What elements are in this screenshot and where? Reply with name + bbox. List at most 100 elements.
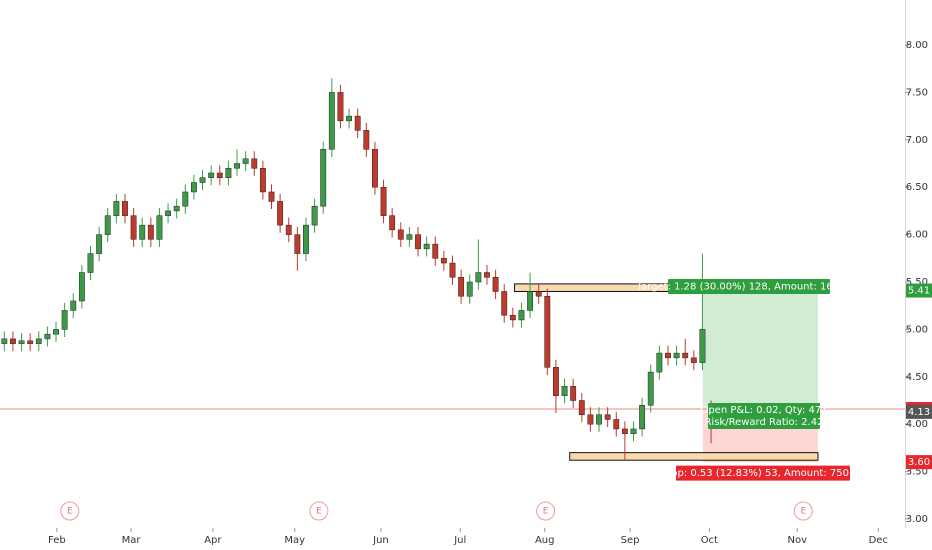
candle-body xyxy=(699,329,706,363)
candle-body xyxy=(61,310,68,330)
candle-body xyxy=(337,92,344,122)
x-tick-label: Aug xyxy=(535,535,555,546)
y-tick-label: 7.00 xyxy=(906,135,928,146)
candle-body xyxy=(130,215,137,240)
candle-body xyxy=(544,295,551,368)
candle-body xyxy=(259,168,266,193)
y-tick-label: 3.00 xyxy=(906,514,928,525)
candle-body xyxy=(466,281,473,297)
pnl-box xyxy=(708,403,820,430)
candle-body xyxy=(492,277,499,292)
candle-body xyxy=(285,224,292,235)
ratio-label: Risk/Reward Ratio: 2.42 xyxy=(704,417,823,428)
y-tick-label: 5.00 xyxy=(906,324,928,335)
candle-body xyxy=(630,428,637,434)
target-label: Target: 1.28 (30.00%) 128, Amount: 1602.… xyxy=(636,282,862,293)
candle-body xyxy=(553,367,559,397)
candle-body xyxy=(311,205,318,226)
earnings-label: E xyxy=(316,507,322,517)
candle-body xyxy=(397,229,404,240)
candle-body xyxy=(320,149,327,207)
candle-body xyxy=(423,243,430,250)
last-price-tag-box xyxy=(906,404,932,419)
candle-body xyxy=(354,115,361,131)
earnings-label: E xyxy=(543,507,549,517)
x-tick-label: May xyxy=(284,535,305,546)
candle-body xyxy=(1,338,8,344)
candle-body xyxy=(656,352,663,373)
candle-body xyxy=(242,158,249,164)
y-tick-label: 8.00 xyxy=(906,40,928,51)
candle-body xyxy=(690,357,697,363)
candle-body xyxy=(440,258,447,264)
candle-body xyxy=(389,215,396,231)
candle-body xyxy=(70,300,77,311)
candle-body xyxy=(578,400,585,415)
candle-body xyxy=(484,272,490,278)
candle-body xyxy=(527,291,533,311)
candle-body xyxy=(596,414,602,425)
candle-body xyxy=(363,130,370,150)
candle-body xyxy=(96,234,103,254)
candle-body xyxy=(613,419,620,430)
candle-body xyxy=(501,291,508,316)
candle-body xyxy=(35,338,42,344)
stop-label-box xyxy=(676,465,850,481)
earnings-label: E xyxy=(800,507,806,517)
candle-body xyxy=(173,205,180,212)
candle-body xyxy=(104,215,111,235)
candle-body xyxy=(225,168,232,178)
x-tick-label: Jun xyxy=(372,535,389,546)
candle-body xyxy=(208,172,215,178)
candle-body xyxy=(328,92,335,150)
candle-body xyxy=(647,371,654,406)
stop-price-tag: 3.60 xyxy=(908,457,930,468)
x-tick-label: Jul xyxy=(453,535,466,546)
candle-body xyxy=(234,163,240,169)
candle-body xyxy=(165,210,171,216)
stop-price-tag-box xyxy=(906,455,932,470)
x-tick-label: Apr xyxy=(204,535,222,546)
candle-body xyxy=(432,243,439,259)
last-price-tag: 4.13 xyxy=(908,407,930,418)
y-tick-label: 6.00 xyxy=(906,230,928,241)
candle-body xyxy=(199,177,206,183)
y-tick-label: 3.50 xyxy=(906,467,928,478)
target-price-tag: 5.41 xyxy=(908,286,930,297)
candle-body xyxy=(570,386,577,401)
candle-body xyxy=(78,272,85,302)
x-tick-label: Mar xyxy=(122,535,142,546)
candle-body xyxy=(44,333,51,340)
candle-body xyxy=(18,340,25,344)
candle-body xyxy=(156,215,163,240)
candle-body xyxy=(182,191,189,207)
zone-box xyxy=(569,452,819,461)
candle-body xyxy=(277,201,284,226)
x-tick-label: Feb xyxy=(48,535,66,546)
candle-body xyxy=(303,224,309,254)
candle-body xyxy=(535,291,542,297)
candle-body xyxy=(682,352,689,359)
candle-body xyxy=(372,149,378,188)
candle-body xyxy=(122,201,128,216)
candle-body xyxy=(147,224,154,240)
candle-body xyxy=(139,224,146,240)
profit-area xyxy=(702,290,818,410)
earnings-marker xyxy=(793,501,813,521)
candle-body xyxy=(509,314,516,321)
candle-body xyxy=(27,340,34,344)
y-tick-label: 7.50 xyxy=(906,87,928,98)
candle-body xyxy=(113,201,120,216)
candle-body xyxy=(673,352,680,359)
candle-body xyxy=(251,158,258,169)
x-tick-label: Nov xyxy=(787,535,807,546)
y-tick-label: 5.50 xyxy=(906,277,928,288)
candle-body xyxy=(53,329,59,335)
candle-body xyxy=(621,428,628,434)
candle-body xyxy=(449,262,456,278)
target-label-box xyxy=(668,279,830,295)
candle-body xyxy=(665,352,671,359)
candle-body xyxy=(216,172,223,178)
candle-body xyxy=(406,234,413,240)
y-tick-label: 6.50 xyxy=(906,182,928,193)
